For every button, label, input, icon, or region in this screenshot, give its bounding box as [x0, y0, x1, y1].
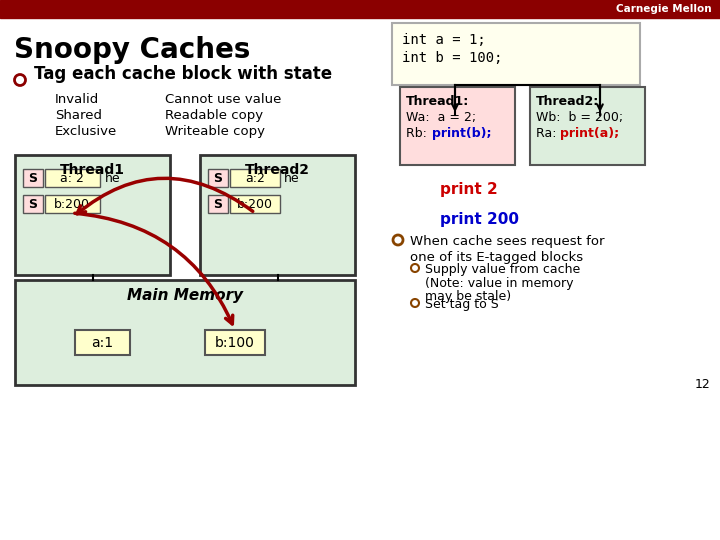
Text: S: S: [214, 198, 222, 211]
FancyBboxPatch shape: [208, 195, 228, 213]
FancyBboxPatch shape: [75, 330, 130, 355]
Text: Rb:: Rb:: [406, 127, 435, 140]
FancyBboxPatch shape: [530, 87, 645, 165]
Text: S: S: [214, 172, 222, 185]
Text: Invalid: Invalid: [55, 93, 99, 106]
Text: he: he: [284, 172, 300, 185]
FancyBboxPatch shape: [392, 23, 640, 85]
Text: a:2: a:2: [245, 172, 265, 185]
Text: print(a);: print(a);: [560, 127, 619, 140]
Text: Main Memory: Main Memory: [127, 288, 243, 303]
Text: print 200: print 200: [440, 212, 519, 227]
Text: b:100: b:100: [215, 336, 255, 350]
FancyBboxPatch shape: [200, 155, 355, 275]
Text: Readable copy: Readable copy: [165, 109, 263, 122]
Text: Wa:  a = 2;: Wa: a = 2;: [406, 111, 476, 124]
FancyBboxPatch shape: [230, 169, 280, 187]
Text: Cannot use value: Cannot use value: [165, 93, 282, 106]
Text: Thread2: Thread2: [245, 163, 310, 177]
Text: he: he: [105, 172, 121, 185]
Text: print 2: print 2: [440, 182, 498, 197]
Text: (Note: value in memory: (Note: value in memory: [425, 277, 574, 290]
Text: Thread1: Thread1: [60, 163, 125, 177]
Text: Snoopy Caches: Snoopy Caches: [14, 36, 251, 64]
Text: int b = 100;: int b = 100;: [402, 51, 503, 65]
FancyBboxPatch shape: [208, 169, 228, 187]
FancyBboxPatch shape: [15, 155, 170, 275]
Text: Thread2:: Thread2:: [536, 95, 599, 108]
FancyArrowPatch shape: [75, 213, 233, 324]
Text: Writeable copy: Writeable copy: [165, 125, 265, 138]
Text: b:200: b:200: [237, 198, 273, 211]
FancyArrowPatch shape: [77, 178, 253, 214]
Text: int a = 1;: int a = 1;: [402, 33, 486, 47]
Text: Set tag to S: Set tag to S: [425, 298, 499, 311]
Text: Ra:: Ra:: [536, 127, 569, 140]
FancyBboxPatch shape: [230, 195, 280, 213]
FancyBboxPatch shape: [45, 195, 100, 213]
Text: 12: 12: [694, 378, 710, 391]
Text: print(b);: print(b);: [432, 127, 492, 140]
Text: Carnegie Mellon: Carnegie Mellon: [616, 4, 712, 14]
Text: may be stale): may be stale): [425, 290, 511, 303]
Text: Wb:  b = 200;: Wb: b = 200;: [536, 111, 623, 124]
Text: S: S: [29, 172, 37, 185]
Text: Shared: Shared: [55, 109, 102, 122]
Bar: [0, 0, 720, 18]
FancyBboxPatch shape: [45, 169, 100, 187]
Text: Exclusive: Exclusive: [55, 125, 117, 138]
Text: one of its E-tagged blocks: one of its E-tagged blocks: [410, 251, 583, 264]
Text: b:200: b:200: [54, 198, 90, 211]
Text: a: 2: a: 2: [60, 172, 84, 185]
Text: a:1: a:1: [91, 336, 113, 350]
Text: When cache sees request for: When cache sees request for: [410, 235, 605, 248]
FancyBboxPatch shape: [23, 195, 43, 213]
Text: Thread1:: Thread1:: [406, 95, 469, 108]
Text: Tag each cache block with state: Tag each cache block with state: [34, 65, 332, 83]
FancyBboxPatch shape: [15, 280, 355, 385]
FancyBboxPatch shape: [23, 169, 43, 187]
FancyBboxPatch shape: [205, 330, 265, 355]
Text: S: S: [29, 198, 37, 211]
FancyBboxPatch shape: [400, 87, 515, 165]
Text: Supply value from cache: Supply value from cache: [425, 263, 580, 276]
